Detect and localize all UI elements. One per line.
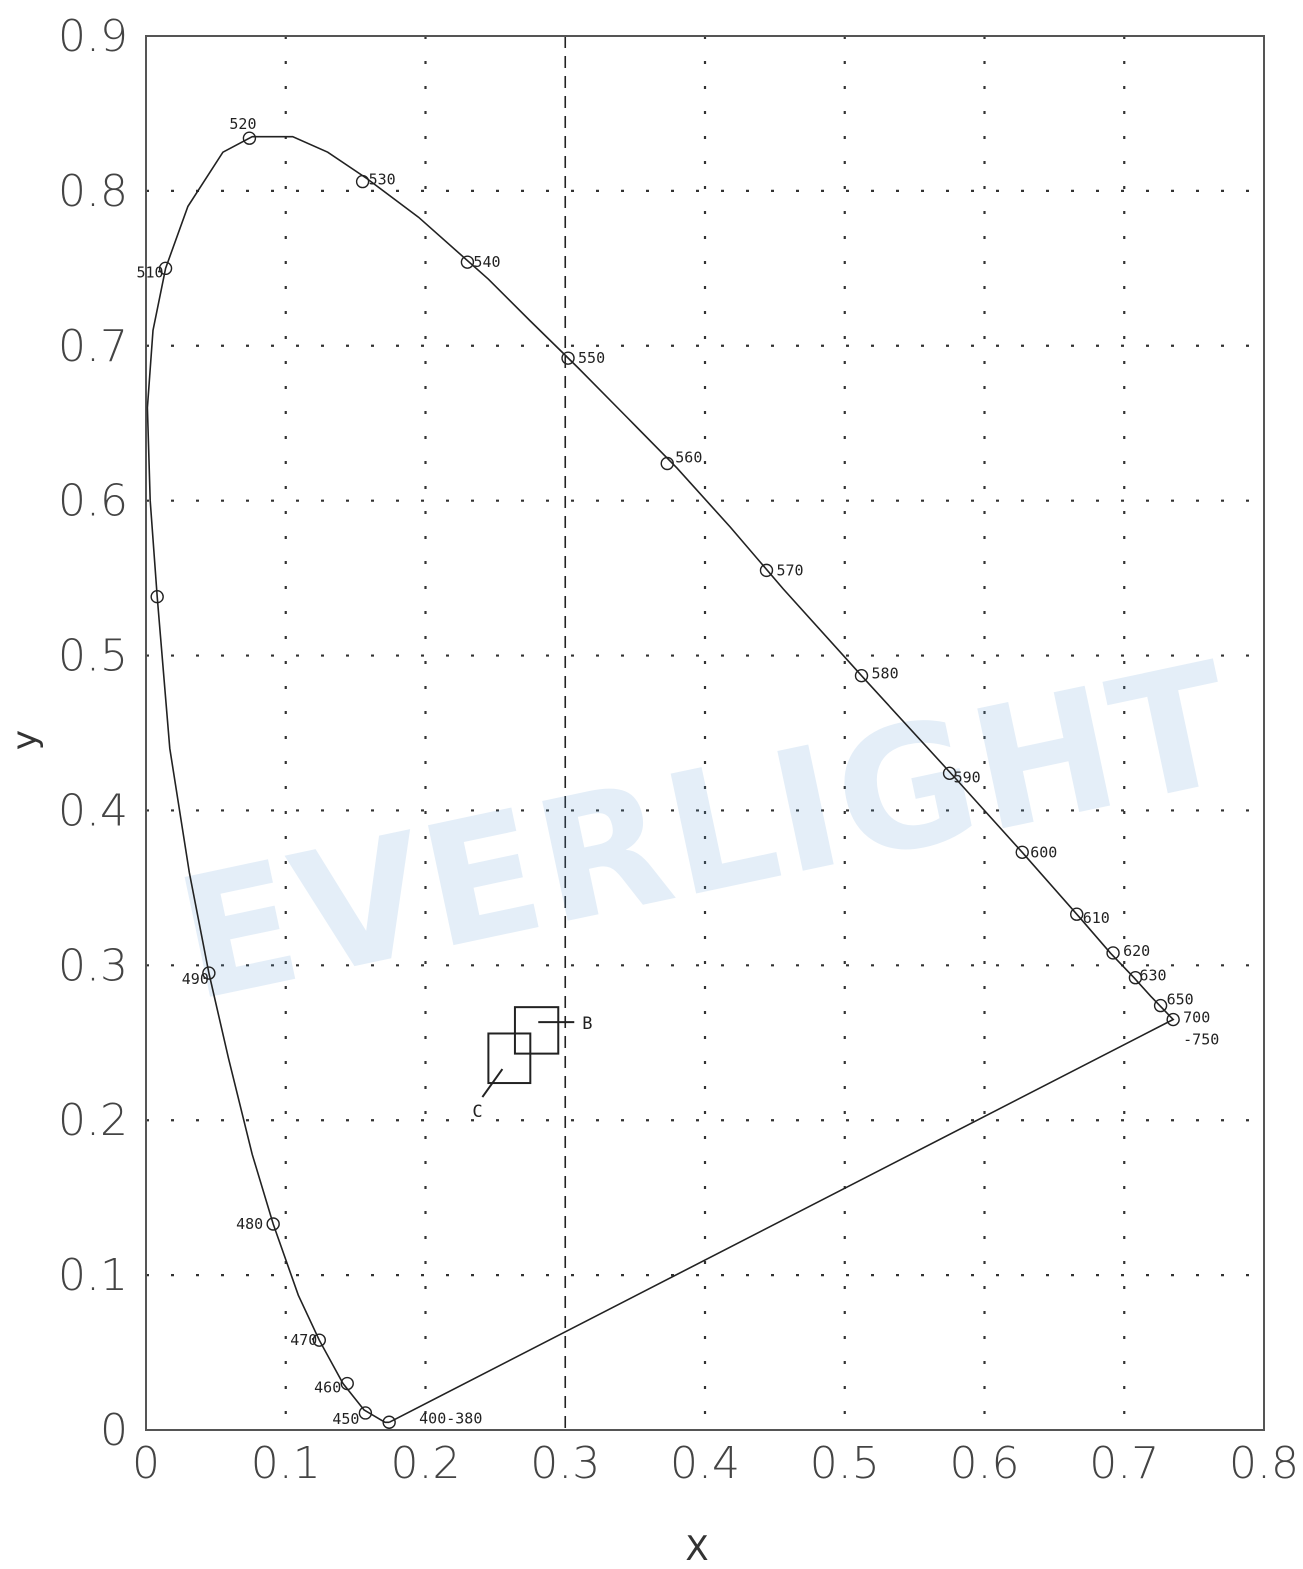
- wavelength-label: 530: [369, 171, 396, 189]
- chromaticity-regions: BC: [472, 1006, 593, 1122]
- y-tick-label: 0.2: [58, 1095, 128, 1146]
- spectral-locus-line: [146, 135, 1175, 1424]
- wavelength-marker: [150, 589, 164, 604]
- wavelength-marker: [1153, 998, 1168, 1013]
- wavelength-marker: [358, 1406, 373, 1420]
- wavelength-label: 540: [473, 253, 500, 271]
- y-tick-label: 0.4: [58, 785, 128, 836]
- wavelength-marker: [1015, 845, 1029, 859]
- region-leader-line: [481, 1068, 504, 1098]
- x-tick-label: 0.8: [1229, 1438, 1299, 1489]
- wavelength-marker: [1128, 971, 1143, 985]
- wavelength-marker: [1106, 946, 1120, 960]
- wavelength-markers: 520 530 540 550 560 570 580 590 600 610 620 6306507…: [136, 115, 1219, 1429]
- wavelength-label: 580: [872, 665, 899, 683]
- y-tick-label: 0: [100, 1405, 128, 1456]
- wavelength-marker: [759, 563, 774, 578]
- region-box: [487, 1032, 532, 1085]
- wavelength-marker: [266, 1217, 280, 1231]
- x-axis-label: X: [685, 1529, 708, 1569]
- x-tick-label: 0.4: [670, 1438, 740, 1489]
- x-tick-label: 0.6: [950, 1438, 1020, 1489]
- y-tick-label: 0.7: [58, 321, 128, 372]
- wavelength-label: 400-380: [419, 1409, 482, 1427]
- y-axis-label: y: [5, 730, 45, 750]
- plot-frame: [145, 35, 1265, 1431]
- wavelength-marker: [942, 766, 957, 780]
- wavelength-label: 520: [229, 115, 256, 133]
- y-tick-label: 0.5: [58, 631, 128, 682]
- wavelength-marker: [312, 1333, 326, 1347]
- wavelength-marker: [1070, 907, 1084, 921]
- wavelength-marker: [660, 456, 674, 471]
- y-tick-label: 0.6: [58, 476, 128, 527]
- y-tick-label: 0.1: [58, 1250, 128, 1301]
- wavelength-label: -750: [1183, 1031, 1219, 1049]
- y-tick-label: 0.3: [58, 940, 128, 991]
- y-tick-label: 0.8: [58, 166, 128, 217]
- wavelength-label: 450: [332, 1410, 359, 1428]
- wavelength-label: 650: [1167, 991, 1194, 1009]
- wavelength-marker: [158, 261, 173, 276]
- wavelength-label: 570: [776, 561, 803, 579]
- tick-labels: 0 0.1 0.2 0.3 0.4 0.5 0.6 0.7 0.8 0 0.1 0.2 0.3 0.4 0.…: [58, 11, 1299, 1489]
- wavelength-marker: [382, 1415, 396, 1429]
- x-tick-label: 0.1: [251, 1438, 321, 1489]
- wavelength-label: 470: [290, 1331, 317, 1349]
- wavelength-label: 560: [675, 448, 702, 466]
- wavelength-marker: [561, 351, 575, 365]
- wavelength-label: 610: [1083, 909, 1110, 927]
- region-box: [513, 1006, 560, 1055]
- x-tick-label: 0.7: [1089, 1438, 1159, 1489]
- region-label: C: [472, 1102, 482, 1122]
- x-tick-label: 0.5: [810, 1438, 880, 1489]
- wavelength-label: 590: [954, 768, 981, 786]
- wavelength-label: 460: [314, 1379, 341, 1397]
- x-tick-label: 0.3: [530, 1438, 600, 1489]
- wavelength-marker: [1166, 1012, 1180, 1027]
- wavelength-marker: [242, 131, 257, 145]
- wavelength-marker: [460, 255, 475, 269]
- wavelength-marker: [355, 174, 370, 189]
- wavelength-label: 600: [1030, 843, 1057, 861]
- wavelength-marker: [202, 966, 216, 980]
- x-tick-label: 0.2: [391, 1438, 461, 1489]
- wavelength-label: 620: [1123, 942, 1150, 960]
- wavelength-label: 700: [1183, 1009, 1210, 1027]
- wavelength-label: 630: [1139, 967, 1166, 985]
- wavelength-label: 480: [236, 1215, 263, 1233]
- wavelength-marker: [854, 668, 869, 683]
- y-tick-label: 0.9: [58, 11, 128, 62]
- grid: [146, 36, 1264, 1430]
- wavelength-label: 510: [136, 263, 163, 281]
- wavelength-marker: [340, 1376, 354, 1391]
- wavelength-label: 550: [578, 349, 605, 367]
- x-tick-label: 0: [132, 1438, 160, 1489]
- wavelength-label: 490: [182, 970, 209, 988]
- region-label: B: [582, 1014, 592, 1034]
